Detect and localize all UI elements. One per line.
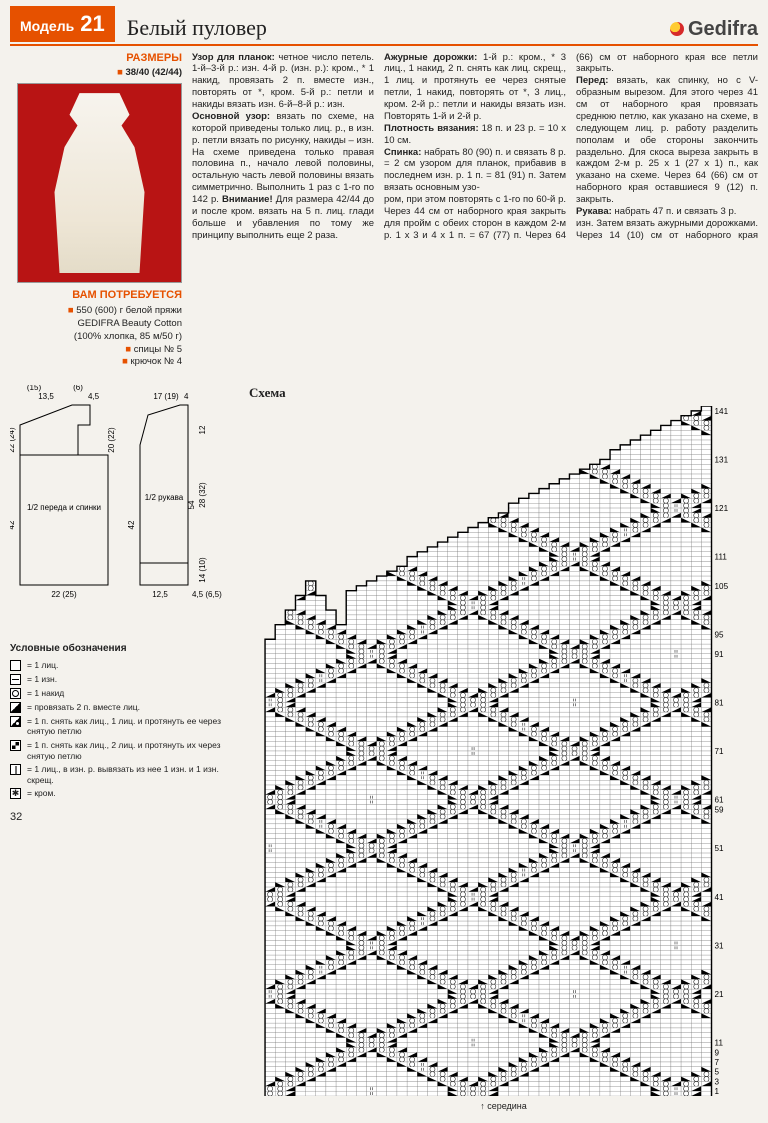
svg-text:12,5: 12,5 (152, 590, 168, 599)
legend-symbol-icon (10, 702, 21, 713)
svg-text:1/2 рукава: 1/2 рукава (145, 493, 184, 502)
legend-row: = 1 лиц. (10, 660, 235, 671)
instruction-paragraph: Узор для планок: четное число петель. 1-… (192, 52, 374, 111)
instruction-paragraph: Плотность вязания: 18 п. и 23 р. = 10 х … (384, 123, 566, 147)
svg-text:22 (25): 22 (25) (51, 590, 77, 599)
brand: Gedifra (670, 17, 758, 42)
legend: Условные обозначения = 1 лиц. = 1 изн. = 1… (10, 643, 235, 799)
model-silhouette (50, 93, 150, 273)
svg-text:28 (32): 28 (32) (198, 482, 207, 508)
legend-text: = кром. (27, 788, 56, 799)
legend-symbol-icon (10, 716, 21, 727)
requirement-item: GEDIFRA Beauty Cotton (10, 318, 182, 330)
svg-text:20 (22): 20 (22) (107, 427, 116, 453)
model-photo (17, 83, 182, 283)
svg-text:12: 12 (198, 425, 207, 434)
legend-row: = кром. (10, 788, 235, 799)
svg-text:4,5: 4,5 (88, 392, 100, 401)
page-number: 32 (10, 811, 235, 825)
legend-symbol-icon (10, 740, 21, 751)
chart-label: Схема (249, 385, 758, 401)
instruction-paragraph: Основной узор: вязать по схеме, на котор… (192, 111, 374, 242)
legend-symbol-icon (10, 674, 21, 685)
legend-row: = 1 лиц., в изн. р. вывязать из нее 1 из… (10, 764, 235, 785)
legend-row: = 1 накид (10, 688, 235, 699)
instruction-paragraph: Рукава: набрать 47 п. и связать 3 р. (576, 206, 758, 218)
model-number: 21 (80, 10, 104, 38)
svg-text:14 (10): 14 (10) (198, 557, 207, 583)
requirement-item: крючок № 4 (10, 356, 182, 368)
schematic-drawings: 1/2 переда и спинки 22 (25) 42 22 (24) 1… (10, 385, 235, 629)
instruction-paragraph: Перед: вязать, как спинку, но с V-образн… (576, 75, 758, 206)
legend-row: = 1 п. снять как лиц., 2 лиц. и протянут… (10, 740, 235, 761)
instruction-paragraph: Спинка: набрать 80 (90) п. и связать 8 р… (384, 147, 566, 195)
brand-text: Gedifra (688, 17, 758, 42)
legend-row: = 1 изн. (10, 674, 235, 685)
model-label: Модель (20, 18, 74, 36)
svg-text:17 (19): 17 (19) (153, 392, 179, 401)
brand-logo-icon (670, 22, 684, 36)
svg-text:4,5 (6,5): 4,5 (6,5) (192, 590, 222, 599)
legend-text: = 1 лиц. (27, 660, 58, 671)
sizes-value: 38/40 (42/44) (10, 67, 182, 79)
legend-row: = 1 п. снять как лиц., 1 лиц. и протянут… (10, 716, 235, 737)
requirement-item: (100% хлопка, 85 м/50 г) (10, 331, 182, 343)
legend-text: = 1 п. снять как лиц., 1 лиц. и протянут… (27, 716, 235, 737)
legend-text: = 1 изн. (27, 674, 57, 685)
chart-caption: ↑ середина (249, 1101, 758, 1112)
svg-text:(6): (6) (73, 385, 83, 392)
legend-row: = провязать 2 п. вместе лиц. (10, 702, 235, 713)
instructions-text: Узор для планок: четное число петель. 1-… (192, 52, 758, 252)
model-badge: Модель 21 (10, 6, 115, 42)
svg-text:54: 54 (187, 500, 196, 509)
svg-text:22 (24): 22 (24) (10, 427, 16, 453)
legend-symbol-icon (10, 788, 21, 799)
svg-text:4: 4 (184, 392, 189, 401)
knitting-chart: 1411311211111059591817161595141312111975… (249, 406, 758, 1096)
svg-text:(15): (15) (27, 385, 42, 392)
instruction-paragraph: Ажурные дорожки: 1-й р.: кром., * 3 лиц.… (384, 52, 566, 123)
svg-text:42: 42 (127, 520, 136, 529)
legend-text: = 1 п. снять как лиц., 2 лиц. и протянут… (27, 740, 235, 761)
legend-text: = 1 лиц., в изн. р. вывязать из нее 1 из… (27, 764, 235, 785)
svg-text:42: 42 (10, 520, 16, 529)
legend-symbol-icon (10, 764, 21, 775)
requirement-item: 550 (600) г белой пряжи (10, 305, 182, 317)
legend-text: = провязать 2 п. вместе лиц. (27, 702, 140, 713)
page-title: Белый пуловер (127, 14, 670, 42)
svg-text:1/2 переда и спинки: 1/2 переда и спинки (27, 503, 101, 512)
legend-text: = 1 накид (27, 688, 64, 699)
legend-heading: Условные обозначения (10, 643, 235, 656)
legend-symbol-icon (10, 688, 21, 699)
legend-symbol-icon (10, 660, 21, 671)
sizes-heading: РАЗМЕРЫ (10, 52, 182, 66)
requirements-list: 550 (600) г белой пряжиGEDIFRA Beauty Co… (10, 305, 182, 368)
svg-text:13,5: 13,5 (38, 392, 54, 401)
requirements-heading: ВАМ ПОТРЕБУЕТСЯ (10, 289, 182, 303)
requirement-item: спицы № 5 (10, 344, 182, 356)
